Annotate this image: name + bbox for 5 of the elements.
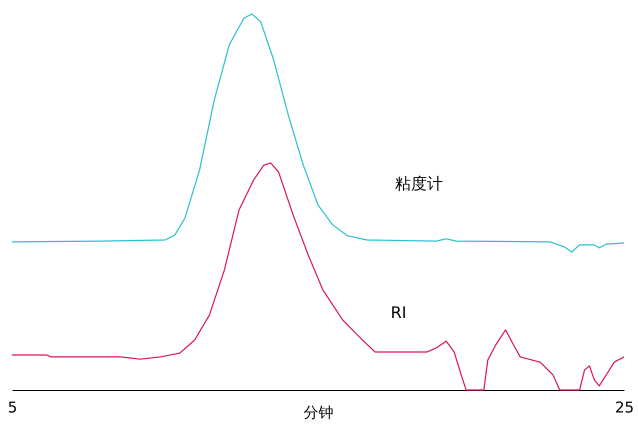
series-label: RI [390,302,406,322]
x-axis-title: 分钟 [304,404,334,422]
x-tick-label: 5 [8,398,18,416]
text: 粘度计 [394,174,443,193]
x-tick-label: 25 [614,398,634,416]
